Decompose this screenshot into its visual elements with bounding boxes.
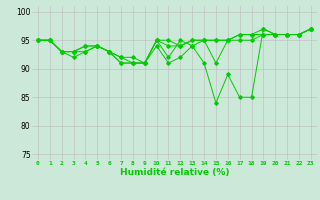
X-axis label: Humidité relative (%): Humidité relative (%) xyxy=(120,168,229,177)
